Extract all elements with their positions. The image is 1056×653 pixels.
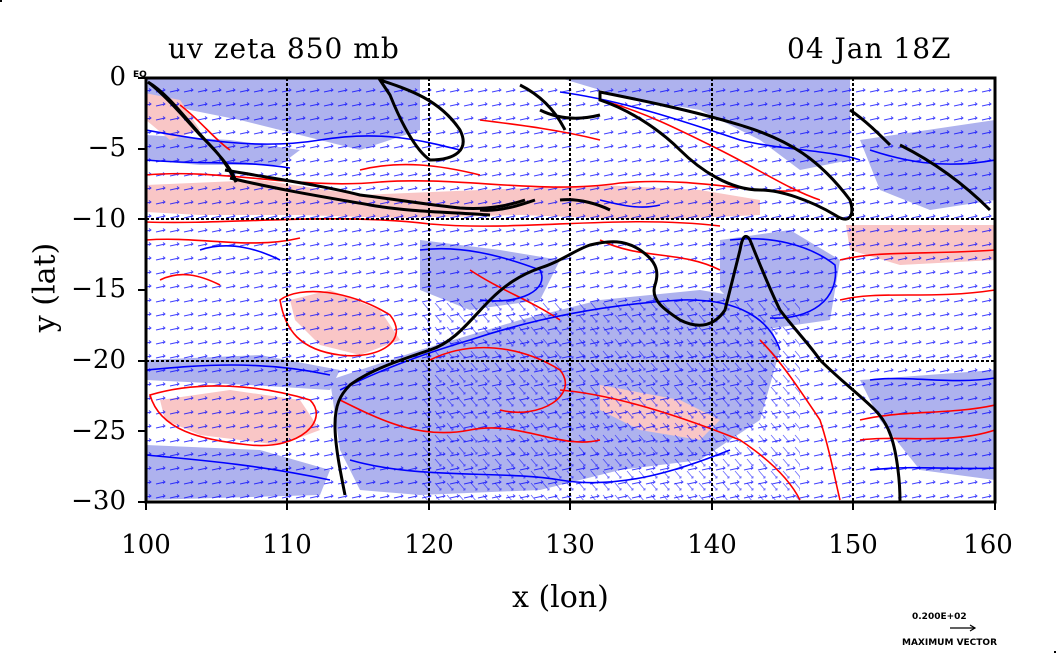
shaded-fields [146, 78, 995, 502]
x-tick-label: 110 [262, 530, 312, 560]
y-tick-label: −5 [87, 133, 126, 163]
equator-label: EQ [133, 70, 147, 80]
corner-mark [0, 0, 2, 2]
max-vector-arrow [950, 624, 977, 632]
y-tick-label: −20 [71, 345, 126, 375]
y-axis-label: y (lat) [27, 242, 63, 333]
corner-mark [1054, 651, 1056, 653]
y-tick-label: −15 [71, 274, 126, 304]
positive-contours [146, 99, 995, 501]
x-tick-label: 120 [404, 530, 454, 560]
y-tick-label: −10 [71, 204, 126, 234]
max-vector-magnitude: 0.200E+02 [912, 612, 967, 622]
x-axis-label: x (lon) [512, 580, 609, 615]
max-vector-label: MAXIMUM VECTOR [902, 638, 998, 648]
y-tick-label: 0 [109, 62, 126, 92]
title-left: uv zeta 850 mb [168, 32, 400, 65]
y-tick-label: −25 [71, 416, 126, 446]
x-tick-label: 100 [121, 530, 171, 560]
x-tick-label: 150 [828, 530, 878, 560]
x-tick-label: 140 [687, 530, 737, 560]
grid-lines [146, 78, 995, 502]
x-tick-label: 160 [963, 530, 1013, 560]
x-tick-label: 130 [545, 530, 595, 560]
y-tick-label: −30 [71, 486, 126, 516]
tick-marks [138, 77, 996, 510]
title-right: 04 Jan 18Z [787, 32, 952, 65]
